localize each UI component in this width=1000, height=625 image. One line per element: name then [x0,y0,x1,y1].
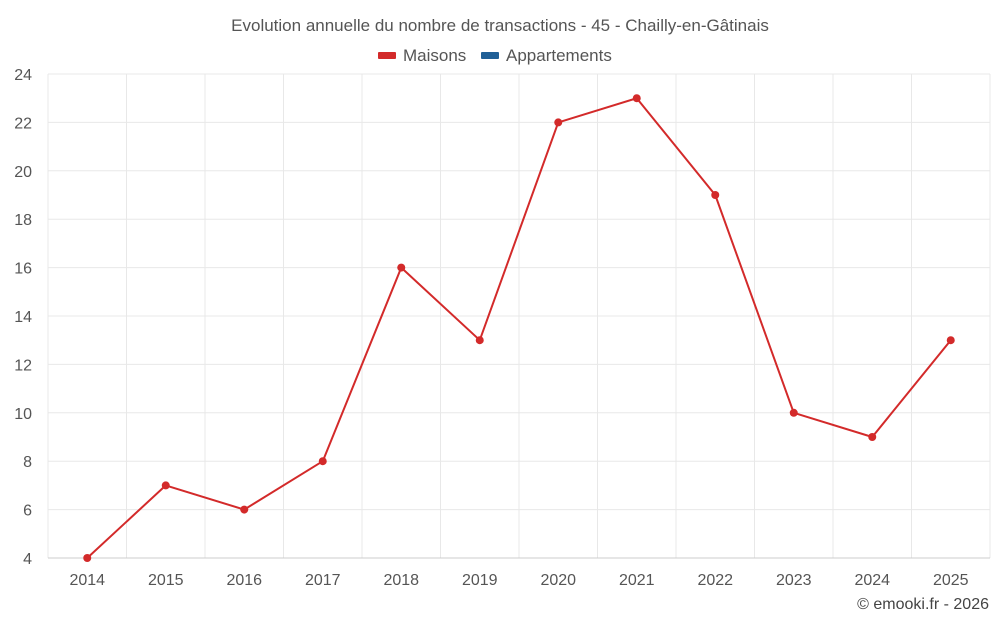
chart-title: Evolution annuelle du nombre de transact… [231,16,769,35]
y-tick-label: 24 [14,67,32,84]
y-tick-label: 4 [23,551,32,568]
data-point-maisons[interactable] [632,94,641,103]
x-gridlines [47,74,991,558]
x-tick-label: 2021 [619,572,655,589]
data-point-maisons[interactable] [711,191,720,199]
y-tick-label: 14 [14,309,32,326]
y-tick-label: 16 [14,261,32,278]
legend-item-maisons[interactable]: Maisons [378,46,466,65]
data-point-maisons[interactable] [868,433,877,441]
x-tick-label: 2024 [854,572,890,589]
legend-label-maisons: Maisons [403,46,466,65]
legend-item-appartements[interactable]: Appartements [481,46,612,65]
y-tick-label: 12 [14,357,32,374]
x-tick-label: 2025 [933,572,969,589]
y-tick-label: 22 [14,115,32,132]
data-point-maisons[interactable] [240,505,249,514]
x-tick-label: 2014 [69,572,105,589]
credit-text: © emooki.fr - 2026 [857,596,989,613]
y-tick-label: 6 [23,503,32,520]
x-tick-label: 2018 [383,572,419,589]
x-tick-label: 2022 [697,572,733,589]
data-point-maisons[interactable] [397,263,406,272]
series-line-maisons [86,97,952,559]
y-tick-label: 20 [14,164,32,181]
x-tick-label: 2020 [540,572,576,589]
data-point-maisons[interactable] [946,336,955,345]
data-point-maisons[interactable] [475,336,484,345]
legend[interactable]: Maisons Appartements [378,46,612,65]
y-axis-ticks: 4 6 8 10 12 14 16 18 20 22 24 [14,67,32,568]
legend-swatch-appartements [481,52,499,59]
x-tick-label: 2015 [148,572,184,589]
legend-swatch-maisons [378,52,396,59]
x-tick-label: 2017 [305,572,341,589]
y-tick-label: 10 [14,406,32,423]
x-tick-label: 2016 [226,572,262,589]
data-point-maisons[interactable] [161,481,170,490]
data-point-maisons[interactable] [83,554,92,562]
series-layer [83,94,955,562]
x-tick-label: 2019 [462,572,498,589]
data-point-maisons[interactable] [318,457,327,466]
y-tick-label: 8 [23,454,32,471]
y-tick-label: 18 [14,212,32,229]
data-point-maisons[interactable] [789,408,798,417]
legend-label-appartements: Appartements [506,46,612,65]
data-point-maisons[interactable] [554,118,563,127]
x-tick-label: 2023 [776,572,812,589]
x-axis-ticks: 2014 2015 2016 2017 2018 2019 2020 2021 2022 2023… [69,572,968,589]
